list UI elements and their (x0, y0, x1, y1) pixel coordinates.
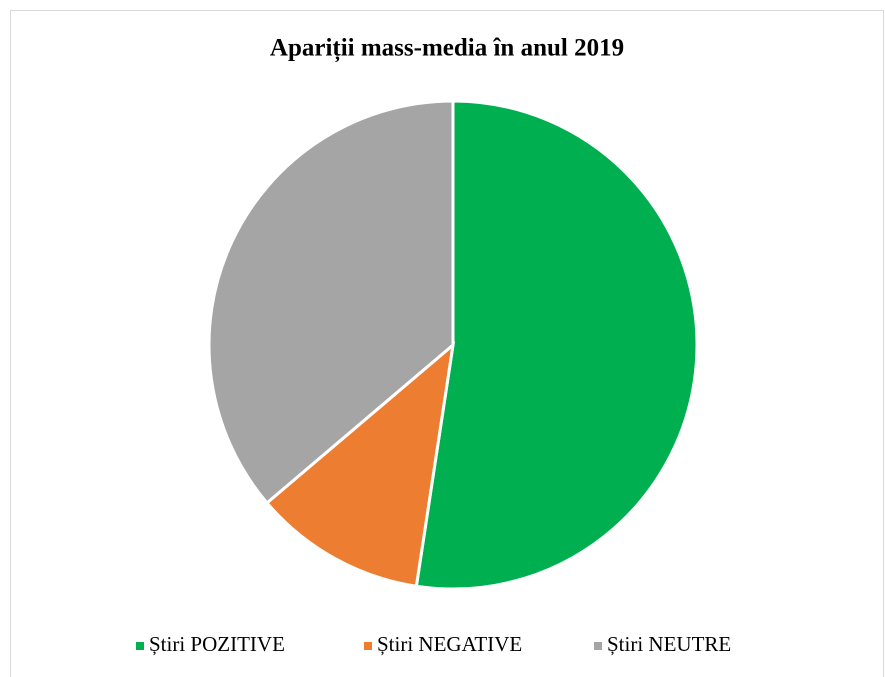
pie-slice (207, 99, 455, 505)
pie-slice (264, 341, 456, 588)
legend-label: Știri NEGATIVE (377, 632, 522, 656)
chart-title: Apariții mass-media în anul 2019 (270, 35, 624, 63)
legend-label: Știri POZITIVE (149, 632, 285, 656)
legend-label: Știri NEUTRE (607, 632, 731, 656)
legend-swatch (136, 642, 144, 650)
pie-slice (414, 99, 699, 591)
legend-swatch (364, 642, 372, 650)
legend-swatch (594, 642, 602, 650)
